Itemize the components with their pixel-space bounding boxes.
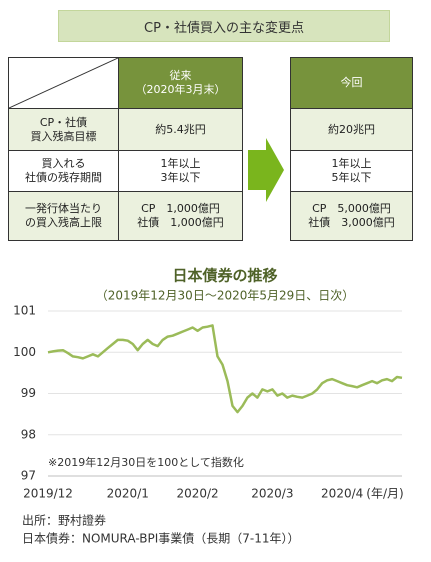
column-header: 従来 （2020年3月末） — [118, 57, 243, 109]
annotation: ※2019年12月30日を100として指数化 — [48, 455, 244, 469]
row-label: 一発行体当たり の買入残高上限 — [8, 191, 119, 241]
after-value: 約20兆円 — [290, 108, 413, 151]
diagonal — [9, 58, 118, 108]
x-tick-label: 2019/12 — [23, 487, 73, 501]
x-tick-label: 2020/1 — [107, 487, 149, 501]
y-tick-label: 99 — [21, 386, 36, 400]
source: 出所：野村證券 — [22, 513, 106, 528]
y-tick-label: 101 — [13, 304, 36, 318]
after-value: CP 5,000億円 社債 3,000億円 — [290, 191, 413, 241]
chart-subtitle: （2019年12月30日～2020年5月29日、日次） — [96, 289, 355, 303]
row-label: 買入れる 社債の残存期間 — [8, 150, 119, 192]
chart-title: 日本債券の推移 — [172, 267, 277, 285]
x-tick-label: 2020/2 — [176, 487, 218, 501]
after-value: 1年以上 5年以下 — [290, 150, 413, 192]
arrow — [248, 138, 284, 202]
x-tick-label: 2020/4 — [321, 487, 363, 501]
before-value: 1年以上 3年以下 — [118, 150, 243, 192]
series-note: 日本債券：NOMURA-BPI事業債（長期（7-11年）） — [22, 531, 300, 546]
y-tick-label: 97 — [21, 469, 36, 483]
column-header: 今回 — [290, 57, 413, 109]
line — [47, 324, 403, 414]
before-value: CP 1,000億円 社債 1,000億円 — [118, 191, 243, 241]
row-label: CP・社債 買入残高目標 — [8, 108, 119, 151]
before-value: 約5.4兆円 — [118, 108, 243, 151]
x-axis-label: (年/月) — [366, 487, 403, 501]
y-tick-label: 98 — [21, 427, 36, 441]
y-tick-label: 100 — [13, 345, 36, 359]
corner-cell — [8, 57, 119, 109]
x-tick-label: 2020/3 — [251, 487, 293, 501]
heading: CP・社債買入の主な変更点 — [58, 10, 390, 42]
